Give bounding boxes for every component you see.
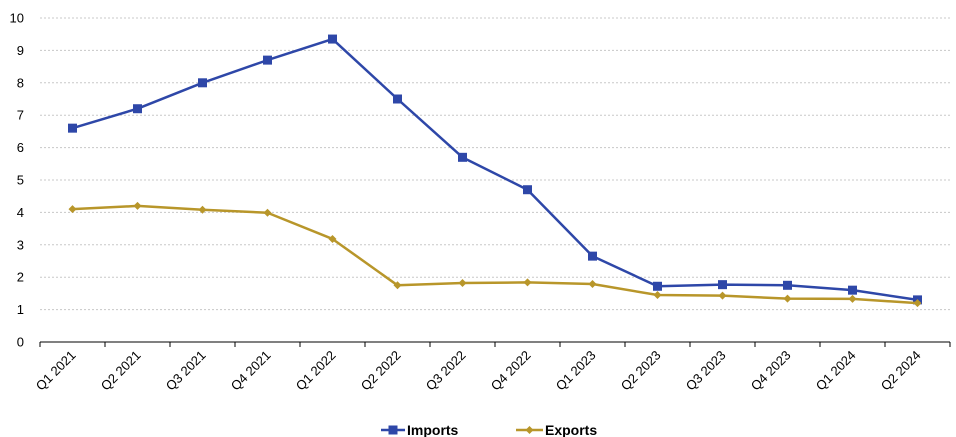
data-point	[523, 185, 532, 195]
x-tick-label: Q1 2023	[553, 348, 599, 394]
legend: Imports Exports	[381, 422, 597, 437]
x-axis-ticks: Q1 2021 Q2 2021 Q3 2021 Q4 2021 Q1 2022 Q2 20…	[33, 342, 951, 394]
data-point	[458, 279, 467, 288]
data-point	[263, 208, 272, 217]
data-point	[198, 205, 207, 214]
data-point	[458, 152, 467, 162]
data-point	[653, 291, 662, 300]
x-tick-label: Q1 2024	[813, 348, 859, 394]
x-tick-label: Q4 2021	[228, 348, 274, 394]
y-tick-label: 5	[17, 173, 24, 188]
data-point	[328, 34, 337, 44]
y-tick-label: 9	[17, 43, 24, 58]
x-tick-label: Q3 2021	[163, 348, 209, 394]
series-line	[72, 37, 918, 302]
data-point	[588, 280, 597, 289]
x-tick-label: Q3 2023	[683, 348, 729, 394]
data-point	[718, 291, 727, 300]
data-point	[68, 205, 77, 214]
data-point	[783, 280, 792, 290]
legend-marker	[525, 426, 534, 434]
legend-item-imports: Imports	[381, 422, 459, 437]
series-imports	[68, 34, 922, 305]
x-tick-label: Q4 2022	[488, 348, 534, 394]
x-tick-label: Q1 2021	[33, 348, 79, 394]
series	[68, 34, 922, 308]
x-tick-label: Q2 2024	[878, 348, 924, 394]
y-axis-ticks: 0 1 2 3 4 5 6 7 8 9 10	[10, 11, 24, 350]
data-point	[848, 285, 857, 295]
y-tick-label: 2	[17, 270, 24, 285]
data-point	[718, 280, 727, 290]
y-tick-label: 0	[17, 335, 24, 350]
legend-label: Exports	[545, 422, 597, 437]
y-tick-label: 3	[17, 237, 24, 252]
data-point	[133, 201, 142, 210]
data-point	[198, 78, 207, 88]
x-tick-label: Q2 2022	[358, 348, 404, 394]
data-point	[263, 55, 272, 65]
data-point	[523, 278, 532, 287]
data-point	[783, 294, 792, 303]
x-tick-label: Q1 2022	[293, 348, 339, 394]
legend-item-exports: Exports	[516, 422, 597, 437]
y-tick-label: 8	[17, 75, 24, 90]
data-point	[653, 281, 662, 291]
series-line	[72, 204, 918, 305]
legend-marker	[388, 425, 398, 435]
y-tick-label: 4	[17, 205, 24, 220]
data-point	[588, 251, 597, 261]
y-tick-label: 6	[17, 140, 24, 155]
data-point	[393, 94, 402, 104]
y-tick-label: 1	[17, 302, 24, 317]
data-point	[133, 104, 142, 114]
y-tick-label: 10	[10, 11, 24, 26]
data-point	[393, 281, 402, 290]
x-tick-label: Q3 2022	[423, 348, 469, 394]
data-point	[328, 234, 337, 243]
data-point	[848, 294, 857, 303]
x-tick-label: Q2 2023	[618, 348, 664, 394]
legend-label: Imports	[407, 422, 459, 437]
x-tick-label: Q2 2021	[98, 348, 144, 394]
x-tick-label: Q4 2023	[748, 348, 794, 394]
series-exports	[68, 201, 922, 308]
gridlines	[40, 17, 950, 311]
data-point	[913, 299, 922, 308]
data-point	[68, 123, 77, 133]
y-tick-label: 7	[17, 108, 24, 123]
